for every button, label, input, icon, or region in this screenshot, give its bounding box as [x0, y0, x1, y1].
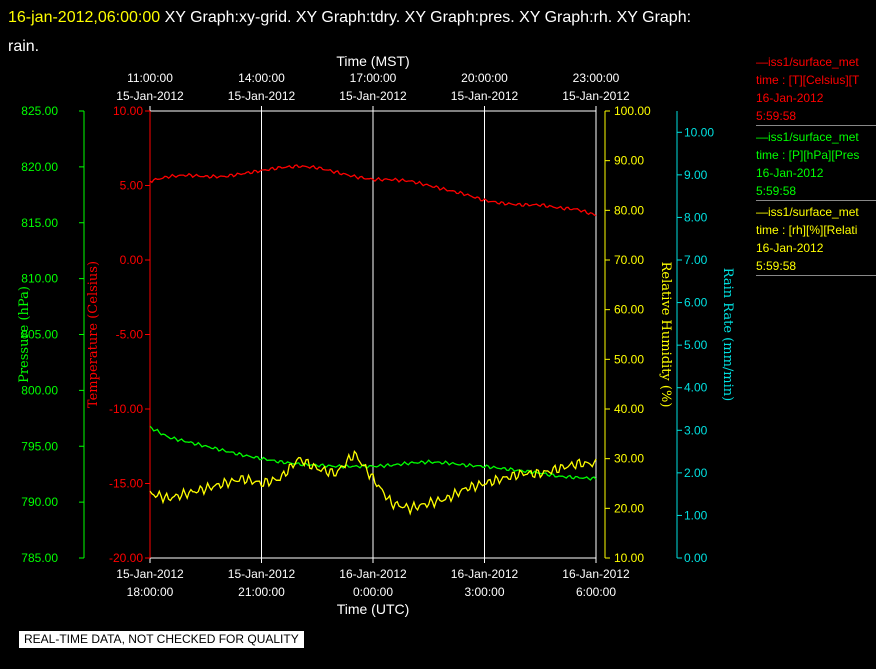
x-axis-title-utc: Time (UTC)	[337, 601, 410, 617]
y-tick-label-pres: 810.00	[21, 272, 58, 286]
y-tick-label-rain: 4.00	[684, 381, 708, 395]
x-tick-label-mst-date: 15-Jan-2012	[451, 89, 519, 103]
y-tick-label-pres: 785.00	[21, 551, 58, 565]
legend-field: time : [T][Celsius][T	[756, 73, 860, 87]
y-tick-label-tdry: -15.00	[109, 477, 143, 491]
y-axis-title-rh: Relative Humidity (%)	[658, 262, 673, 408]
y-tick-label-rh: 20.00	[614, 501, 644, 515]
y-tick-label-pres: 795.00	[21, 439, 58, 453]
y-tick-label-tdry: -10.00	[109, 402, 143, 416]
y-tick-label-rh: 40.00	[614, 402, 644, 416]
y-axis-title-rain: Rain Rate (mm/min)	[720, 268, 735, 401]
series-line-pres	[149, 425, 597, 481]
legend-entry-temperature: —iss1/surface_met time : [T][Celsius][T …	[756, 53, 876, 126]
y-tick-label-rain: 0.00	[684, 551, 708, 565]
legend-source: —iss1/surface_met	[756, 205, 859, 219]
y-tick-label-rain: 1.00	[684, 508, 708, 522]
y-tick-label-rain: 3.00	[684, 423, 708, 437]
y-tick-label-tdry: -20.00	[109, 551, 143, 565]
legend-date: 16-Jan-2012	[756, 91, 824, 105]
legend-field: time : [P][hPa][Pres	[756, 148, 860, 162]
y-axis-title-tdry: Temperature (Celsius)	[86, 261, 101, 408]
series-line-tdry	[149, 164, 597, 217]
x-tick-label-utc-time: 18:00:00	[127, 585, 174, 599]
y-tick-label-rh: 90.00	[614, 154, 644, 168]
y-tick-label-pres: 800.00	[21, 383, 58, 397]
y-tick-label-pres: 805.00	[21, 328, 58, 342]
x-tick-label-utc-time: 0:00:00	[353, 585, 393, 599]
x-tick-label-mst-time: 14:00:00	[238, 71, 285, 85]
y-tick-label-rh: 30.00	[614, 452, 644, 466]
x-tick-label-utc-time: 21:00:00	[238, 585, 285, 599]
x-tick-label-mst-time: 20:00:00	[461, 71, 508, 85]
y-axis-title-pres: Pressure (hPa)	[17, 286, 32, 383]
x-tick-label-utc-date: 15-Jan-2012	[116, 567, 184, 581]
graph-header: 16-jan-2012,06:00:00 XY Graph:xy-grid. X…	[8, 3, 868, 61]
y-tick-label-rain: 2.00	[684, 466, 708, 480]
y-tick-label-tdry: 5.00	[120, 179, 144, 193]
legend-field: time : [rh][%][Relati	[756, 223, 858, 237]
timestamp-label: 16-jan-2012,06:00:00	[8, 9, 161, 26]
x-axis-title-mst: Time (MST)	[336, 53, 409, 69]
y-tick-label-rain: 9.00	[684, 168, 708, 182]
y-tick-label-rh: 80.00	[614, 203, 644, 217]
x-tick-label-mst-date: 15-Jan-2012	[562, 89, 630, 103]
series-legend: —iss1/surface_met time : [T][Celsius][T …	[756, 53, 876, 278]
quality-warning: REAL-TIME DATA, NOT CHECKED FOR QUALITY	[19, 631, 304, 648]
y-tick-label-pres: 820.00	[21, 160, 58, 174]
x-tick-label-mst-time: 11:00:00	[127, 71, 173, 85]
y-tick-label-rain: 7.00	[684, 253, 708, 267]
x-tick-label-mst-date: 15-Jan-2012	[339, 89, 407, 103]
legend-source: —iss1/surface_met	[756, 130, 859, 144]
y-tick-label-rain: 6.00	[684, 296, 708, 310]
y-tick-label-rh: 100.00	[614, 104, 651, 118]
legend-source: —iss1/surface_met	[756, 55, 859, 69]
series-line-rh	[149, 449, 597, 516]
legend-date: 16-Jan-2012	[756, 166, 824, 180]
legend-time: 5:59:58	[756, 259, 797, 273]
legend-entry-pressure: —iss1/surface_met time : [P][hPa][Pres 1…	[756, 128, 876, 201]
legend-entry-humidity: —iss1/surface_met time : [rh][%][Relati …	[756, 203, 876, 276]
x-tick-label-mst-time: 23:00:00	[573, 71, 620, 85]
graph-list-label: XY Graph:xy-grid. XY Graph:tdry. XY Grap…	[160, 9, 692, 26]
x-tick-label-utc-time: 6:00:00	[576, 585, 616, 599]
y-tick-label-rain: 8.00	[684, 210, 708, 224]
x-tick-label-mst-date: 15-Jan-2012	[228, 89, 296, 103]
legend-time: 5:59:58	[756, 109, 797, 123]
y-tick-label-tdry: 0.00	[120, 253, 144, 267]
y-tick-label-rain: 10.00	[684, 125, 714, 139]
y-tick-label-rh: 60.00	[614, 303, 644, 317]
y-tick-label-tdry: -5.00	[116, 328, 144, 342]
x-tick-label-utc-date: 16-Jan-2012	[451, 567, 519, 581]
legend-time: 5:59:58	[756, 184, 797, 198]
y-tick-label-tdry: 10.00	[113, 104, 143, 118]
x-tick-label-utc-date: 15-Jan-2012	[228, 567, 296, 581]
y-tick-label-rh: 70.00	[614, 253, 644, 267]
y-tick-label-pres: 825.00	[21, 104, 58, 118]
y-tick-label-pres: 790.00	[21, 495, 58, 509]
x-tick-label-mst-date: 15-Jan-2012	[116, 89, 184, 103]
x-tick-label-utc-date: 16-Jan-2012	[562, 567, 630, 581]
x-tick-label-utc-time: 3:00:00	[464, 585, 504, 599]
y-tick-label-rain: 5.00	[684, 338, 708, 352]
y-tick-label-rh: 10.00	[614, 551, 644, 565]
graph-list-label-cont: rain.	[8, 38, 40, 55]
x-tick-label-utc-date: 16-Jan-2012	[339, 567, 407, 581]
legend-date: 16-Jan-2012	[756, 241, 824, 255]
y-tick-label-rh: 50.00	[614, 352, 644, 366]
x-tick-label-mst-time: 17:00:00	[350, 71, 397, 85]
y-tick-label-pres: 815.00	[21, 216, 58, 230]
